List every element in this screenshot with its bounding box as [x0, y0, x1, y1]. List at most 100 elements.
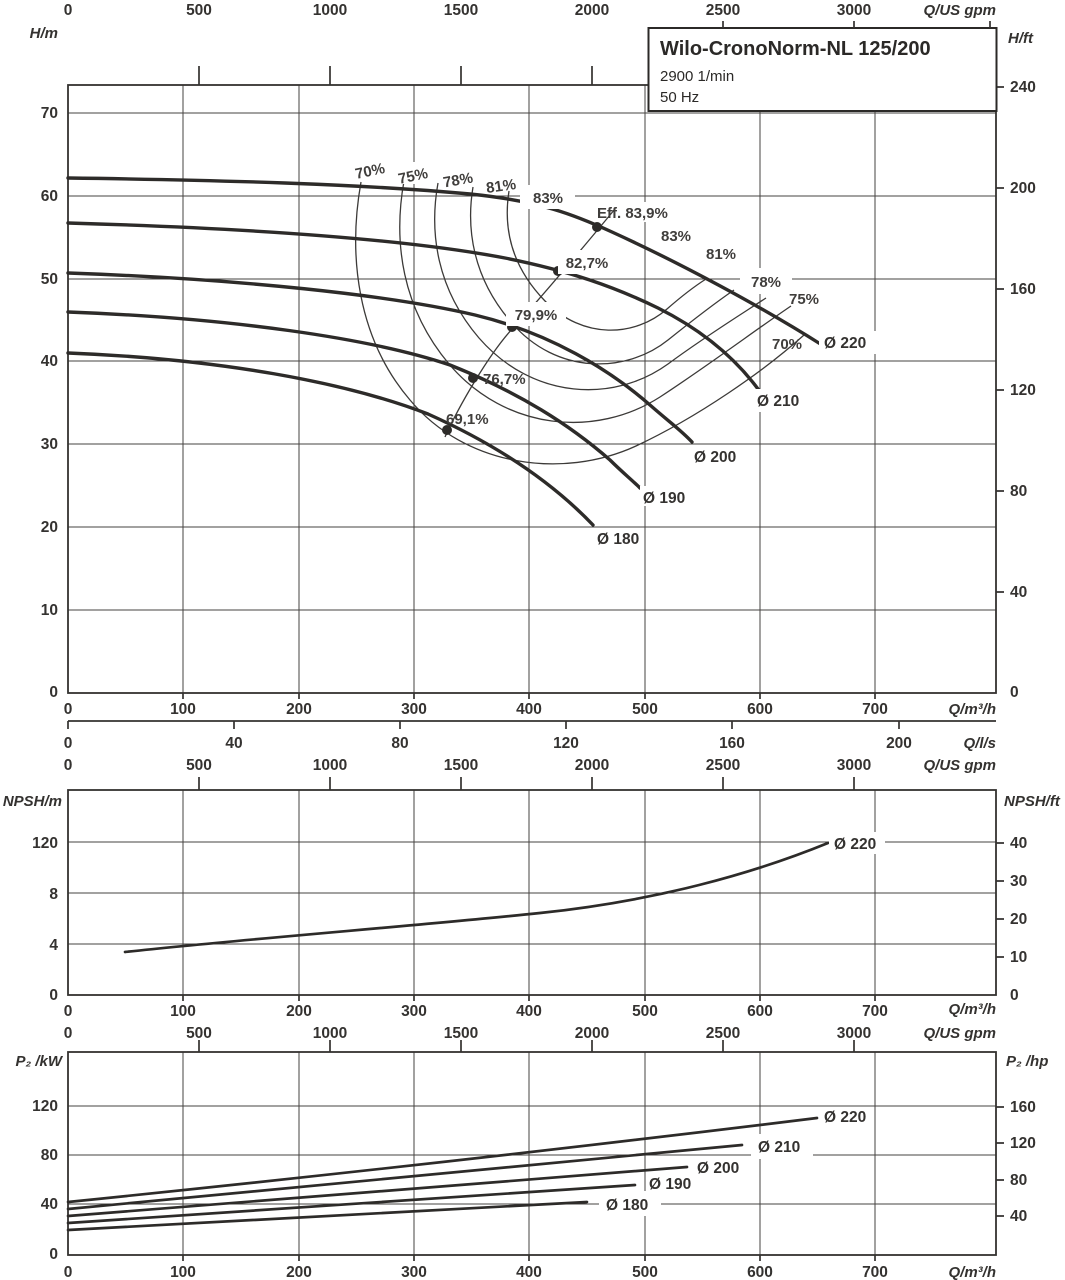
m3h-tick: 200: [286, 701, 312, 718]
gpm-tick: 0: [64, 1025, 73, 1042]
eff-label-83: 83%: [533, 190, 563, 207]
m3h-tick: 600: [747, 701, 773, 718]
hft-tick: 120: [1010, 382, 1036, 399]
m3h-tick: 700: [862, 1003, 888, 1020]
diameter-label-210: Ø 210: [757, 393, 799, 410]
m3h-axis-label: Q/m³/h: [949, 701, 997, 718]
gpm-tick: 3000: [837, 2, 871, 19]
gpm-tick: 3000: [837, 757, 871, 774]
p2-curve-180: [66, 1200, 589, 1232]
m3h-tick: 600: [747, 1264, 773, 1280]
bep-label-827: 82,7%: [566, 255, 609, 272]
p2kw-tick: 120: [32, 1098, 58, 1115]
gpm-tick: 2500: [706, 1025, 740, 1042]
npsh-right-axis: NPSH/ft 40 30 20 10 0: [1004, 793, 1061, 1004]
bep-label-767: 76,7%: [483, 371, 526, 388]
p2-label-190: Ø 190: [649, 1176, 691, 1193]
hft-tick: 240: [1010, 79, 1036, 96]
head-plot-border: [67, 84, 997, 694]
bep-label-691: 69,1%: [446, 411, 489, 428]
npsh-chart: 0 500 1000 1500 2000 2500 3000 Q/US gpm …: [3, 757, 1061, 1020]
m3h-tick: 200: [286, 1003, 312, 1020]
gpm-tick: 1500: [444, 1025, 478, 1042]
gpm-tick: 1500: [444, 757, 478, 774]
head-right-axis: H/ft 240 200 160 120 80 40 0: [1008, 30, 1036, 701]
hm-tick: 20: [41, 519, 58, 536]
hm-tick: 70: [41, 105, 58, 122]
head-curve-200: [66, 271, 694, 444]
p2kw-tick: 0: [49, 1246, 58, 1263]
hft-tick: 80: [1010, 483, 1027, 500]
lps-tick: 120: [553, 735, 579, 752]
diameter-label-200: Ø 200: [694, 449, 736, 466]
p2-plot-border: [67, 1051, 997, 1256]
hm-tick: 0: [49, 684, 58, 701]
npsh-tick: 8: [49, 886, 58, 903]
p2-gpm-axis: 0 500 1000 1500 2000 2500 3000 Q/US gpm: [64, 1025, 996, 1042]
lps-axis: 0 40 80 120 160 200 Q/l/s: [64, 720, 996, 752]
npsh-left-axis: NPSH/m 120 8 4 0: [3, 793, 62, 1004]
npsh-right-axis-label: NPSH/ft: [1004, 793, 1061, 810]
npsh-axis-ticks: [182, 777, 1004, 1001]
head-left-axis: H/m 70 60 50 40 30 20 10 0: [30, 25, 58, 701]
lps-tick: 160: [719, 735, 745, 752]
diameter-label-180: Ø 180: [597, 531, 639, 548]
npsh-m3h-axis: 0 100 200 300 400 500 600 700 Q/m³/h: [64, 1001, 996, 1020]
gpm-tick: 2500: [706, 2, 740, 19]
eff-label-70: 70%: [354, 160, 387, 183]
head-diameter-labels: Ø 220 Ø 210 Ø 200 Ø 190 Ø 180: [597, 331, 877, 548]
hft-tick: 0: [1010, 684, 1019, 701]
p2-label-200: Ø 200: [697, 1160, 739, 1177]
m3h-tick: 0: [64, 1264, 73, 1280]
head-curve-210: [66, 221, 760, 391]
npshft-tick: 30: [1010, 873, 1027, 890]
gpm-tick: 2000: [575, 757, 609, 774]
p2-label-220: Ø 220: [824, 1109, 866, 1126]
lps-tick: 0: [64, 735, 73, 752]
pump-speed: 2900 1/min: [660, 68, 734, 85]
eff-label-78: 78%: [442, 170, 475, 192]
efficiency-contours: [355, 180, 805, 465]
hft-tick: 160: [1010, 281, 1036, 298]
head-curves: [66, 176, 824, 527]
gpm-tick: 1000: [313, 1025, 347, 1042]
m3h-tick: 500: [632, 1003, 658, 1020]
eff-label-75: 75%: [397, 165, 430, 188]
m3h-tick: 300: [401, 701, 427, 718]
hm-tick: 40: [41, 353, 58, 370]
npshft-tick: 20: [1010, 911, 1027, 928]
m3h-tick: 200: [286, 1264, 312, 1280]
head-axis-ticks: [182, 66, 1004, 699]
gpm-tick: 0: [64, 2, 73, 19]
m3h-tick: 700: [862, 701, 888, 718]
p2hp-tick: 120: [1010, 1135, 1036, 1152]
head-left-axis-label: H/m: [30, 25, 58, 42]
npshft-tick: 40: [1010, 835, 1027, 852]
head-chart: 0 500 1000 1500 2000 2500 3000 Q/US gpm …: [30, 2, 1036, 752]
bep-label-799: 79,9%: [515, 307, 558, 324]
m3h-axis-label: Q/m³/h: [949, 1264, 997, 1280]
p2-chart: 0 500 1000 1500 2000 2500 3000 Q/US gpm …: [15, 1025, 1048, 1280]
hm-tick: 10: [41, 602, 58, 619]
p2-label-180: Ø 180: [606, 1197, 648, 1214]
efficiency-labels: 70% 75% 78% 81% 83% Eff. 83,9% 82,7% 79,…: [354, 160, 819, 428]
eff-right-83: 83%: [661, 228, 691, 245]
m3h-tick: 700: [862, 1264, 888, 1280]
m3h-tick: 600: [747, 1003, 773, 1020]
head-curve-190: [66, 310, 642, 490]
m3h-tick: 300: [401, 1264, 427, 1280]
m3h-tick: 100: [170, 1264, 196, 1280]
p2hp-tick: 40: [1010, 1208, 1027, 1225]
p2-curve-210: [66, 1143, 744, 1211]
gpm-tick: 1500: [444, 2, 478, 19]
npsh-tick: 0: [49, 987, 58, 1004]
p2-curve-220: [66, 1116, 819, 1204]
diameter-label-220: Ø 220: [824, 335, 866, 352]
pump-frequency: 50 Hz: [660, 89, 699, 106]
gpm-axis-label: Q/US gpm: [923, 757, 996, 774]
hft-tick: 40: [1010, 584, 1027, 601]
p2kw-tick: 40: [41, 1196, 58, 1213]
gpm-tick: 2000: [575, 1025, 609, 1042]
head-gpm-axis: 0 500 1000 1500 2000 2500 3000 Q/US gpm: [64, 2, 996, 19]
p2-right-axis-label: P₂ /hp: [1006, 1053, 1048, 1070]
